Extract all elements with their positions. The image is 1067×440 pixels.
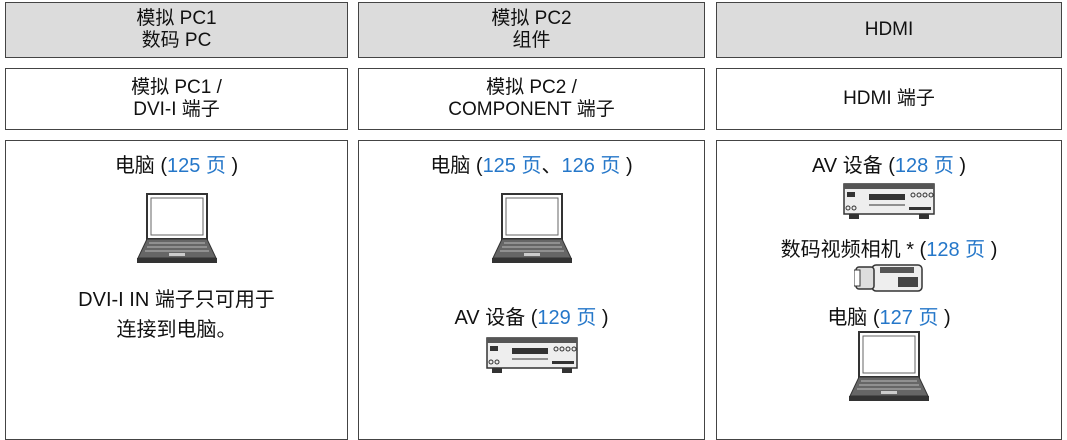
device-label: AV 设备 (128 页 ): [717, 149, 1061, 178]
label-text: ): [953, 155, 967, 177]
terminal: 模拟 PC2 /COMPONENT 端子: [358, 68, 705, 130]
av-icon: [843, 181, 935, 221]
label-text: ): [620, 155, 633, 177]
header-line: 数码 PC: [141, 30, 212, 51]
terminal-line: HDMI 端子: [843, 88, 935, 109]
page-link[interactable]: 128 页: [894, 155, 954, 177]
header: 模拟 PC2 组件: [358, 2, 705, 58]
label-text: ): [938, 307, 951, 329]
device-label: 数码视频相机 * (128 页 ): [717, 233, 1061, 262]
device-panel: 电脑 (125 页、126 页 ) AV 设备 (129 页 ): [358, 140, 705, 440]
laptop-icon: [137, 193, 217, 265]
device-label: 电脑 (125 页 ): [6, 149, 347, 178]
header-line: 模拟 PC1: [136, 8, 217, 29]
terminal-line: COMPONENT 端子: [448, 99, 615, 120]
device-label: 电脑 (127 页 ): [717, 301, 1061, 330]
terminal-line: 模拟 PC2 /: [486, 77, 577, 98]
label-text: ): [985, 239, 998, 261]
label-text: ): [225, 155, 239, 177]
note-line: 连接到电脑。: [116, 319, 237, 341]
label-text: 电脑 (: [827, 307, 880, 329]
label-text: 电脑 (: [430, 155, 483, 177]
page-link[interactable]: 126 页: [561, 155, 621, 177]
label-text: AV 设备 (: [811, 155, 895, 177]
header: 模拟 PC1 数码 PC: [5, 2, 348, 58]
device-label: 电脑 (125 页、126 页 ): [359, 149, 704, 178]
terminal-line: DVI-I 端子: [133, 99, 220, 120]
av-icon: [486, 335, 578, 375]
page-link[interactable]: 127 页: [879, 307, 939, 329]
page: 模拟 PC1 数码 PC 模拟 PC1 /DVI-I 端子 电脑 (125 页 )…: [5, 2, 1062, 440]
label-text: 电脑 (: [114, 155, 168, 177]
page-link[interactable]: 125 页: [482, 155, 542, 177]
label-text: ): [596, 307, 609, 329]
label-text: 数码视频相机 * (: [780, 239, 927, 261]
page-link[interactable]: 129 页: [537, 307, 597, 329]
header-line: HDMI: [864, 19, 914, 40]
terminal-line: 模拟 PC1 /: [131, 77, 222, 98]
laptop-icon: [492, 193, 572, 265]
device-label: AV 设备 (129 页 ): [359, 301, 704, 330]
device-panel: 电脑 (125 页 ) DVI-I IN 端子只可用于 连接到电脑。: [5, 140, 348, 440]
device-panel: AV 设备 (128 页 ) 数码视频相机 * (128 页 ) 电脑 (127…: [716, 140, 1062, 440]
laptop-icon: [849, 331, 929, 403]
page-link[interactable]: 128 页: [926, 239, 986, 261]
header-line: 组件: [512, 30, 551, 51]
label-text: AV 设备 (: [454, 307, 538, 329]
terminal: 模拟 PC1 /DVI-I 端子: [5, 68, 348, 130]
label-text: 、: [541, 155, 562, 177]
header: HDMI: [716, 2, 1062, 58]
camcorder-icon: [854, 261, 924, 295]
note-line: DVI-I IN 端子只可用于: [78, 289, 275, 311]
header-line: 模拟 PC2: [491, 8, 572, 29]
page-link[interactable]: 125 页: [167, 155, 226, 177]
terminal: HDMI 端子: [716, 68, 1062, 130]
